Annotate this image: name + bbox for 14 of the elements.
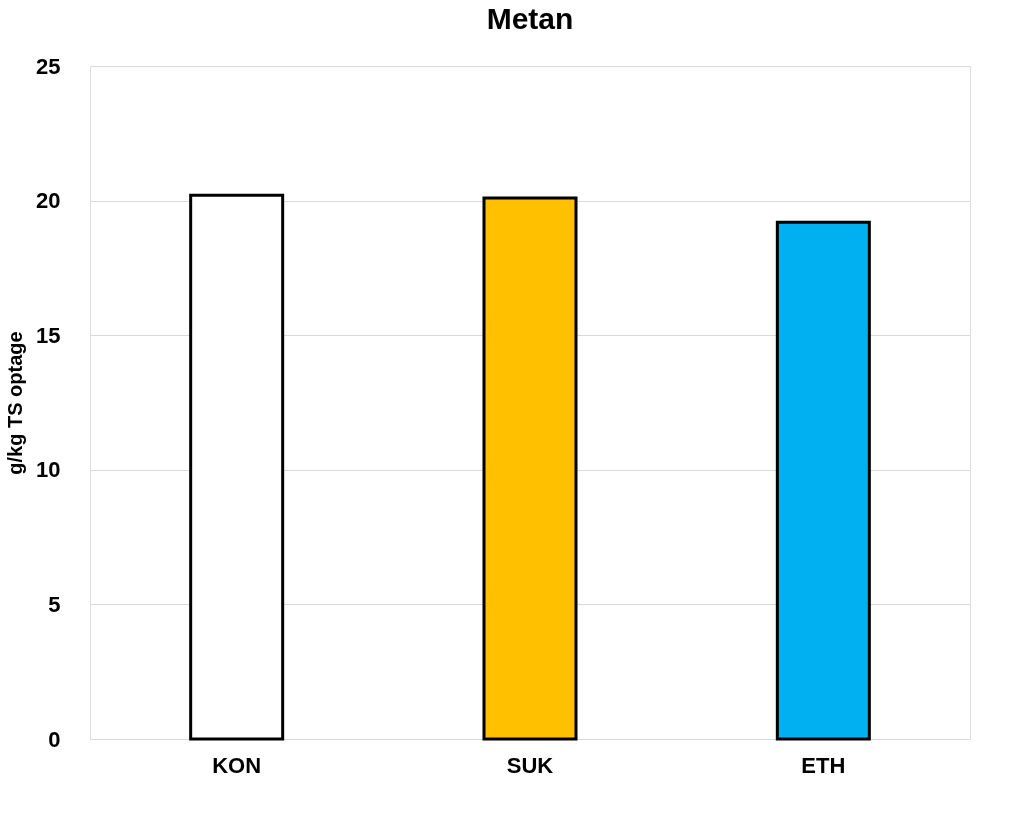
y-tick-label: 25 bbox=[36, 53, 61, 79]
chart-title: Metan bbox=[486, 2, 574, 35]
y-tick-label: 20 bbox=[36, 188, 61, 214]
x-tick-label: ETH bbox=[801, 752, 846, 778]
bar bbox=[189, 193, 285, 741]
bar bbox=[775, 220, 871, 741]
y-tick-label: 15 bbox=[36, 322, 61, 348]
x-tick-label: SUK bbox=[506, 752, 554, 778]
y-tick-label: 5 bbox=[48, 591, 61, 617]
y-tick-label: 10 bbox=[36, 457, 61, 483]
x-tick-label: KON bbox=[212, 752, 262, 778]
y-tick-label: 0 bbox=[48, 726, 61, 752]
y-axis-title: g/kg TS optage bbox=[4, 331, 27, 475]
bar bbox=[482, 196, 578, 741]
